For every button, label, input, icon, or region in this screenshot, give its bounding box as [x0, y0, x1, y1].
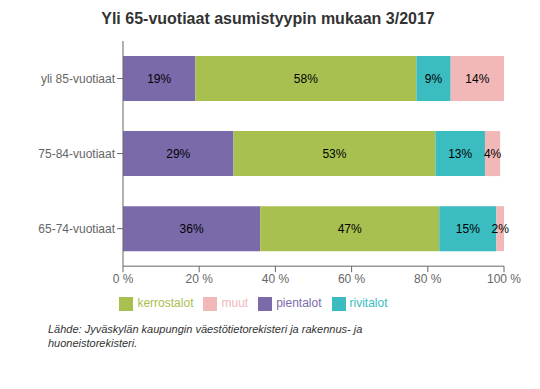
- svg-text:58%: 58%: [294, 72, 318, 86]
- svg-text:9%: 9%: [425, 72, 443, 86]
- svg-text:60 %: 60 %: [338, 272, 366, 286]
- html-text:Yli 65-vuotiaat asumistyypin m: Yli 65-vuotiaat asumistyypin mukaan 3/20…: [101, 10, 435, 27]
- svg-text:0 %: 0 %: [113, 272, 134, 286]
- svg-text:29%: 29%: [166, 147, 190, 161]
- html-text:kerrostalot: kerrostalot: [137, 296, 194, 311]
- html-text:pientalot: pientalot: [276, 296, 322, 311]
- svg-text:15%: 15%: [456, 222, 480, 236]
- svg-text:80 %: 80 %: [414, 272, 442, 286]
- svg-text:65-74-vuotiaat: 65-74-vuotiaat: [38, 222, 115, 236]
- svg-text:40 %: 40 %: [262, 272, 290, 286]
- html-text:Lähde: Jyväskylän kaupungin vä: Lähde: Jyväskylän kaupungin väestötietor…: [48, 323, 363, 349]
- svg-text:19%: 19%: [147, 72, 171, 86]
- svg-text:yli 85-vuotiaat: yli 85-vuotiaat: [41, 72, 116, 86]
- svg-text:75-84-vuotiaat: 75-84-vuotiaat: [38, 147, 115, 161]
- svg-text:47%: 47%: [338, 222, 362, 236]
- svg-text:4%: 4%: [484, 147, 502, 161]
- svg-text:100 %: 100 %: [487, 272, 521, 286]
- html-text:rivitalot: rivitalot: [349, 296, 388, 311]
- svg-text:36%: 36%: [180, 222, 204, 236]
- svg-text:20 %: 20 %: [186, 272, 214, 286]
- svg-text:13%: 13%: [448, 147, 472, 161]
- svg-text:2%: 2%: [492, 222, 510, 236]
- html-text:muut: muut: [221, 296, 249, 311]
- svg-text:14%: 14%: [465, 72, 489, 86]
- svg-text:53%: 53%: [322, 147, 346, 161]
